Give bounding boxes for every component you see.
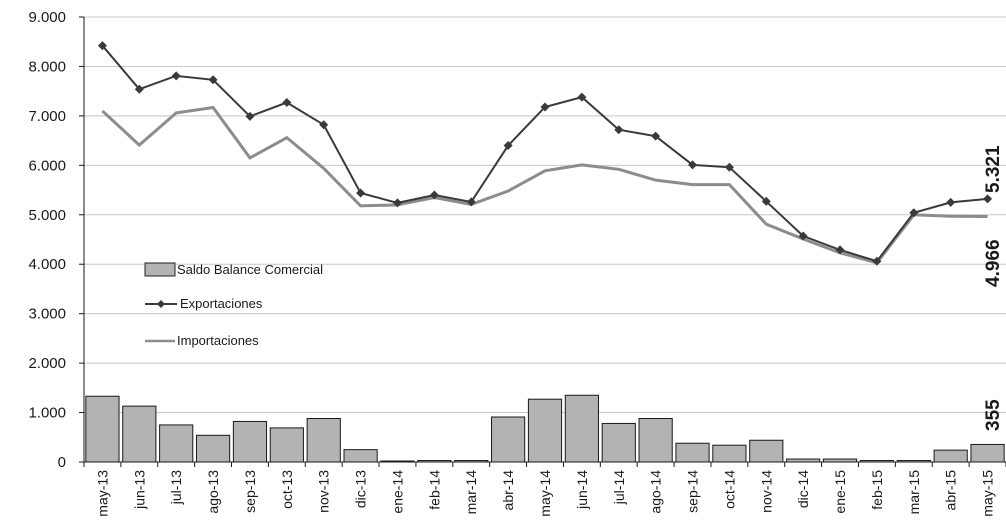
bar <box>970 443 1005 463</box>
y-tick-label: 0 <box>58 454 66 471</box>
marker-exportaciones <box>872 256 882 266</box>
marker-exportaciones <box>614 125 624 135</box>
marker-exportaciones <box>282 98 292 108</box>
y-tick-label: 8.000 <box>28 58 66 75</box>
legend-label-importaciones: Importaciones <box>177 333 259 348</box>
bar <box>712 444 747 463</box>
bar <box>306 417 341 463</box>
end-label-saldo: 355 <box>983 399 1004 431</box>
x-tick-label: feb-14 <box>426 470 442 510</box>
marker-exportaciones <box>946 197 956 207</box>
bar <box>675 442 710 463</box>
marker-exportaciones <box>503 141 513 151</box>
line-importaciones <box>101 105 988 265</box>
marker-exportaciones <box>392 198 402 208</box>
line-exportaciones <box>101 45 988 263</box>
bar <box>601 422 636 463</box>
marker-exportaciones <box>245 111 255 121</box>
marker-exportaciones <box>761 196 771 206</box>
bar <box>527 398 563 463</box>
bar <box>749 439 784 463</box>
marker-exportaciones <box>724 162 734 172</box>
marker-exportaciones <box>909 208 919 218</box>
legend-label-saldo: Saldo Balance Comercial <box>177 262 323 277</box>
legend-marker-exportaciones <box>157 300 165 308</box>
tick-labels: 0 1.000 2.000 3.000 4.000 5.000 6.000 7.000 8.00… <box>28 9 995 517</box>
x-tick-label: abr-14 <box>500 470 516 511</box>
x-tick-label: ago-14 <box>648 470 664 514</box>
x-tick-label: ago-13 <box>205 470 221 514</box>
legend: Saldo Balance Comercial Exportaciones Im… <box>144 262 323 348</box>
x-tick-label: may-13 <box>94 470 110 517</box>
y-tick-label: 7.000 <box>28 108 66 125</box>
bar-series-saldo <box>85 394 1005 463</box>
y-tick-label: 6.000 <box>28 157 66 174</box>
y-tick-label: 4.000 <box>28 256 66 273</box>
marker-exportaciones <box>835 245 845 255</box>
x-tick-label: ene-15 <box>832 470 848 514</box>
x-tick-label: sep-14 <box>685 470 701 513</box>
marker-exportaciones <box>429 190 439 200</box>
marker-exportaciones <box>134 84 144 94</box>
y-tick-label: 1.000 <box>28 405 66 422</box>
bar <box>269 427 304 463</box>
bar <box>232 420 268 463</box>
marker-exportaciones <box>540 102 550 112</box>
x-tick-label: jun-14 <box>574 470 590 510</box>
marker-exportaciones <box>208 75 218 85</box>
bar <box>564 394 599 463</box>
x-tick-label: mar-15 <box>906 470 922 515</box>
y-tick-label: 3.000 <box>28 306 66 323</box>
x-tick-label: may-14 <box>537 470 553 517</box>
bar <box>933 449 968 463</box>
marker-exportaciones <box>577 92 587 102</box>
end-label-exportaciones: 5.321 <box>983 145 1004 193</box>
axes <box>79 16 1006 467</box>
x-tick-label: nov-14 <box>758 470 774 513</box>
marker-exportaciones <box>356 188 366 198</box>
marker-exportaciones <box>97 41 107 51</box>
line-series <box>97 41 993 266</box>
x-tick-label: ene-14 <box>389 470 405 514</box>
x-tick-label: feb-15 <box>869 470 885 510</box>
y-tick-label: 9.000 <box>28 9 66 26</box>
x-tick-label: may-15 <box>980 470 996 517</box>
y-tick-label: 5.000 <box>28 207 66 224</box>
bar <box>195 434 231 463</box>
x-tick-label: oct-14 <box>721 470 737 509</box>
legend-swatch-saldo <box>144 262 176 277</box>
bar <box>159 424 194 463</box>
x-tick-label: dic-13 <box>353 470 369 508</box>
bar <box>122 405 157 463</box>
marker-exportaciones <box>798 231 808 241</box>
marker-exportaciones <box>466 197 476 207</box>
x-tick-label: abr-15 <box>943 470 959 511</box>
end-label-importaciones: 4.966 <box>983 239 1004 287</box>
gridlines <box>84 16 1006 414</box>
marker-exportaciones <box>171 71 181 81</box>
x-tick-label: dic-14 <box>795 470 811 508</box>
x-tick-label: oct-13 <box>279 470 295 509</box>
marker-exportaciones <box>651 131 661 141</box>
legend-label-exportaciones: Exportaciones <box>180 296 263 311</box>
bar <box>638 417 673 463</box>
x-tick-label: jun-13 <box>131 470 147 510</box>
y-tick-label: 2.000 <box>28 355 66 372</box>
bar <box>343 449 378 463</box>
x-tick-label: nov-13 <box>316 470 332 513</box>
marker-exportaciones <box>319 120 329 130</box>
x-tick-label: mar-14 <box>463 470 479 515</box>
x-tick-label: jul-14 <box>611 470 627 505</box>
bar <box>85 395 120 463</box>
x-tick-label: sep-13 <box>242 470 258 513</box>
x-tick-label: jul-13 <box>168 470 184 505</box>
bar <box>491 416 526 463</box>
marker-exportaciones <box>688 160 698 170</box>
marker-exportaciones <box>983 194 993 204</box>
